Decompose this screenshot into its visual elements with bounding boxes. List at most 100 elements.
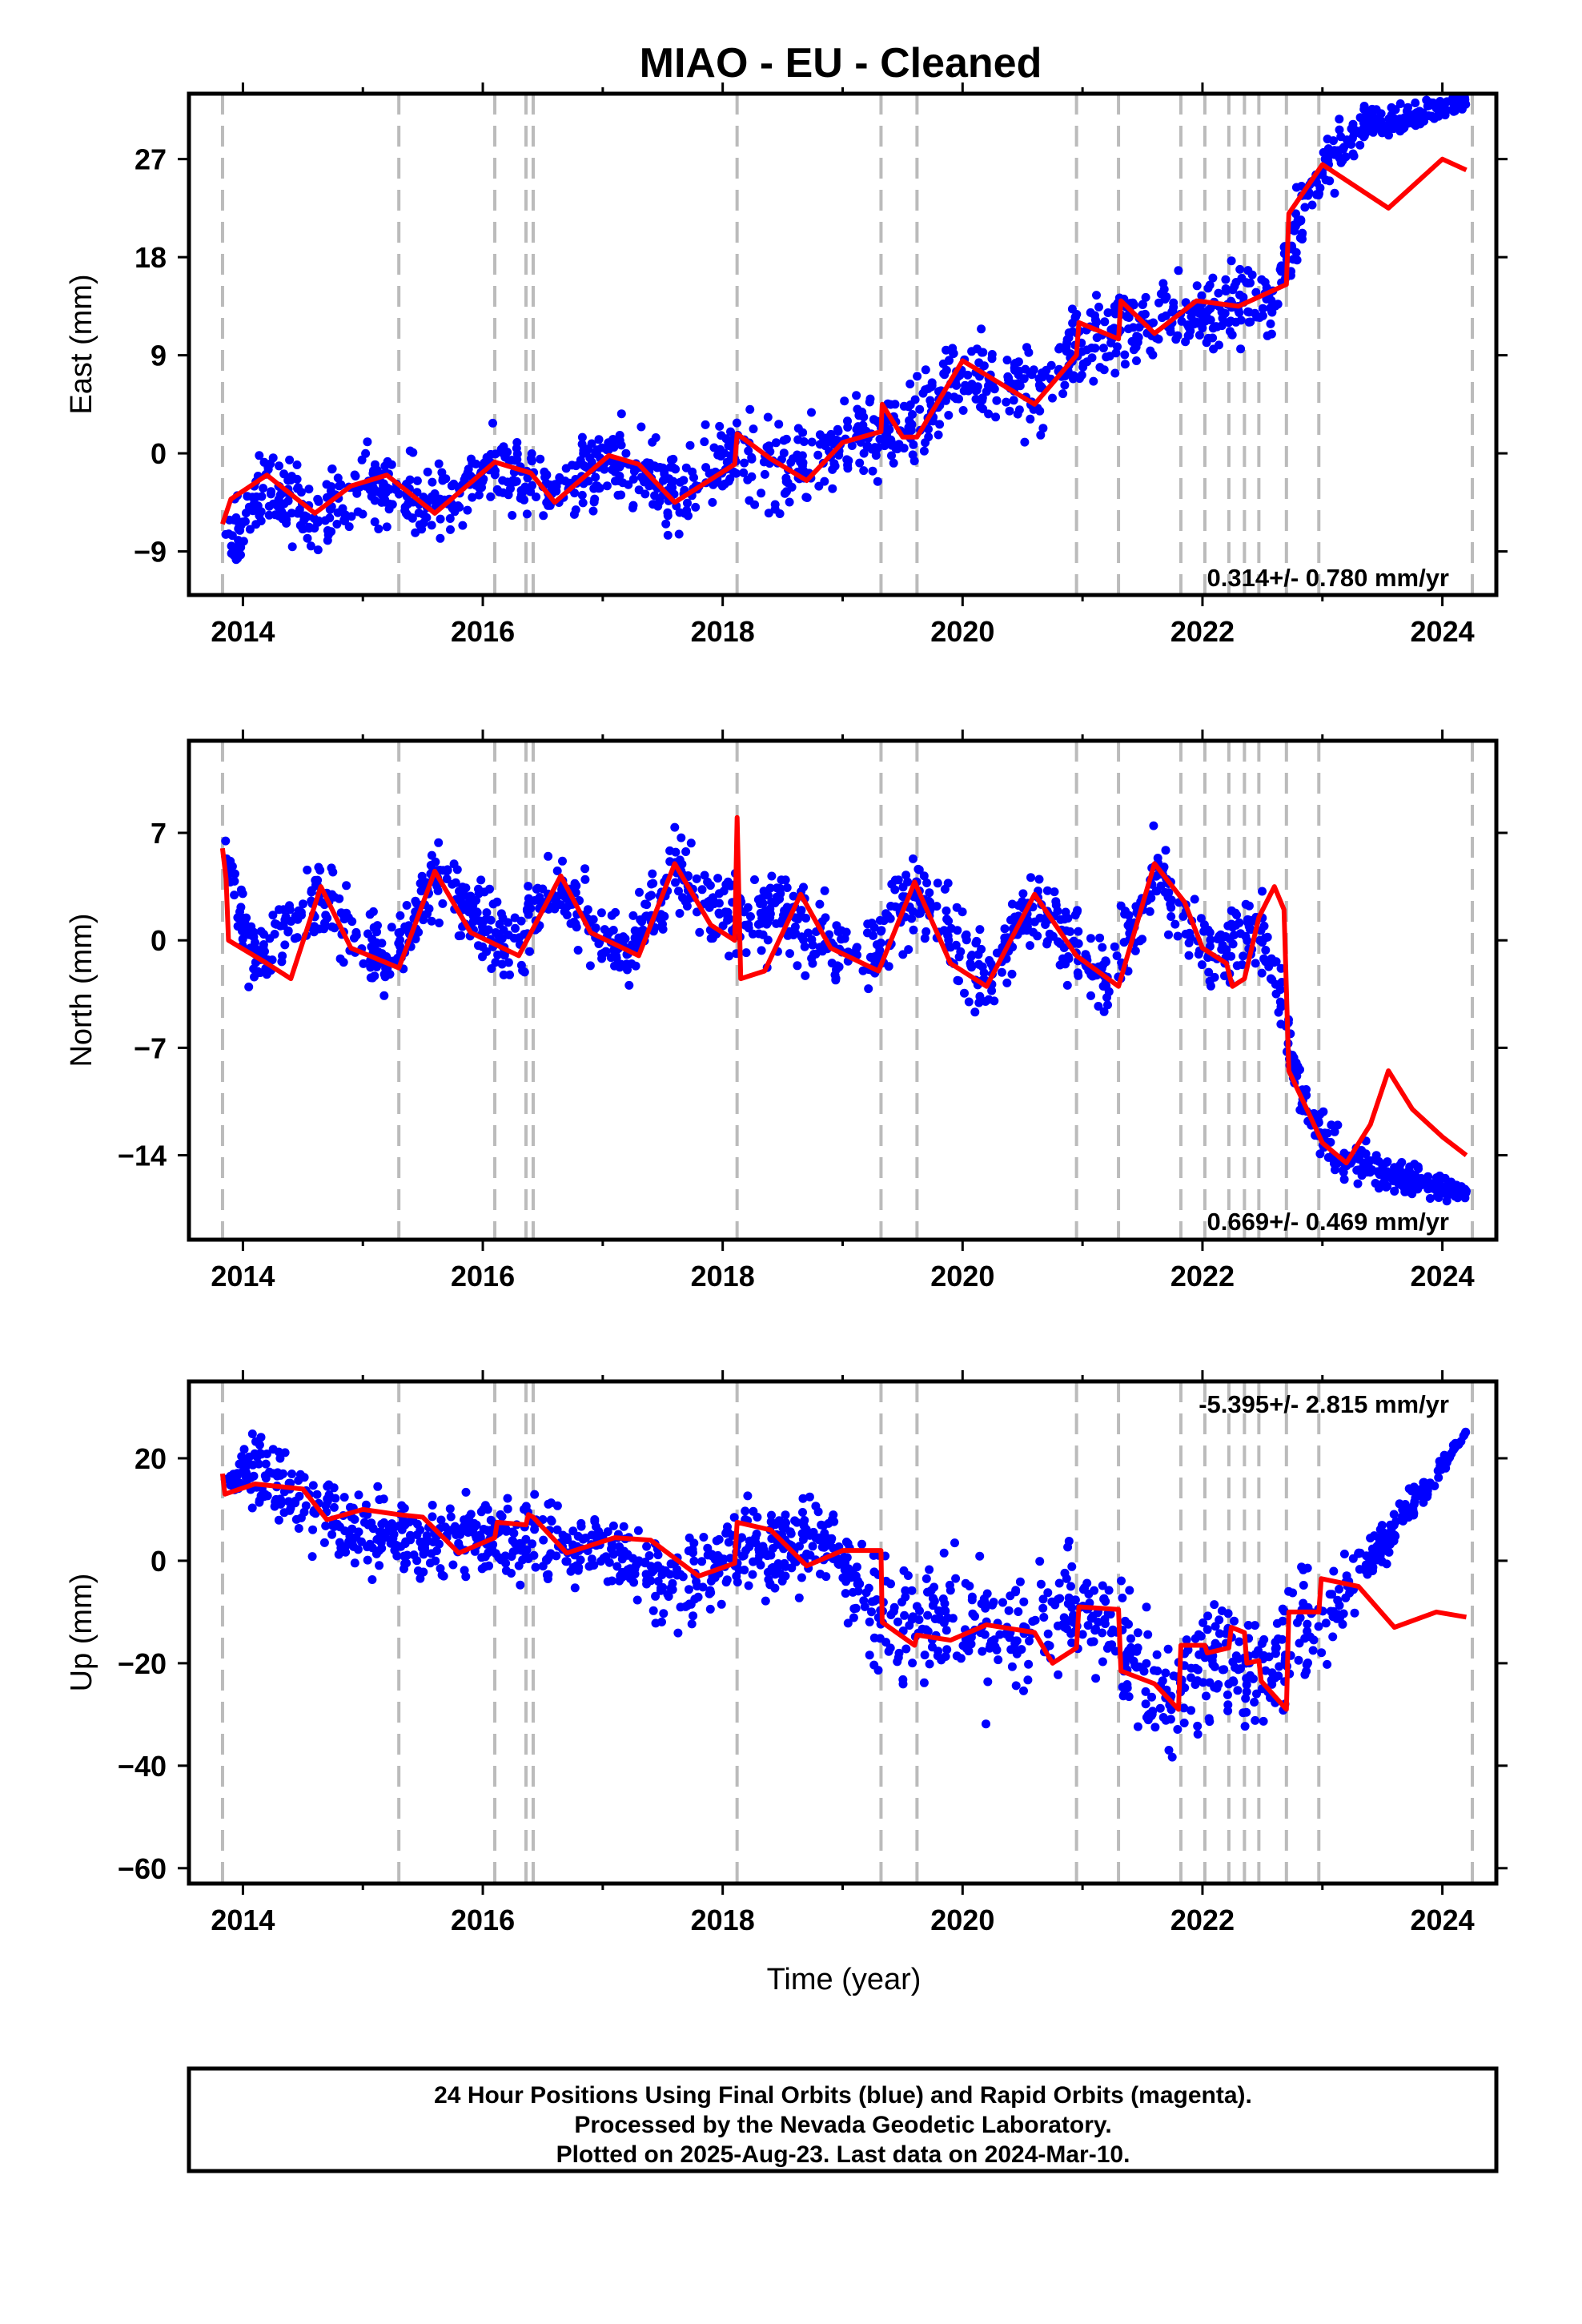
east-data-point [621, 448, 631, 458]
east-data-point [717, 431, 726, 440]
east-data-point [886, 435, 896, 444]
up-data-point [1299, 1581, 1308, 1590]
east-data-point [1036, 430, 1046, 440]
east-data-point [1087, 344, 1096, 352]
north-data-point [1206, 981, 1215, 991]
north-data-point [259, 930, 268, 939]
north-data-point [1190, 895, 1199, 904]
east-data-point [949, 348, 958, 358]
up-data-point [395, 1521, 404, 1530]
up-data-point [765, 1580, 775, 1590]
east-data-point [447, 481, 456, 491]
north-data-point [966, 951, 976, 961]
up-data-point [1098, 1657, 1107, 1667]
east-y-axis: −9 0 9 18 27 [134, 143, 1508, 569]
north-data-point [221, 836, 231, 846]
north-data-point [885, 914, 895, 923]
north-data-point [964, 997, 974, 1007]
up-data-point [1062, 1574, 1071, 1583]
east-data-point [292, 474, 302, 484]
north-data-point [1166, 899, 1175, 909]
up-data-point [491, 1549, 500, 1558]
north-data-point [942, 906, 951, 915]
up-data-point [232, 1469, 242, 1478]
up-data-point [1141, 1687, 1150, 1696]
up-data-point [1284, 1586, 1294, 1596]
north-data-point [259, 940, 268, 949]
north-data-point [1377, 1180, 1387, 1189]
east-data-point [1395, 99, 1405, 108]
east-data-point [1197, 291, 1207, 300]
up-data-point [274, 1515, 283, 1525]
north-data-point [238, 889, 247, 899]
east-data-point [1315, 183, 1325, 193]
up-rate-label: -5.395+/- 2.815 mm/yr [1199, 1390, 1449, 1418]
east-data-point [377, 497, 387, 507]
east-data-point [592, 481, 600, 490]
east-data-point [744, 446, 753, 456]
up-data-point [1223, 1609, 1233, 1618]
up-y-tick-label: 0 [151, 1545, 167, 1578]
east-data-point [428, 477, 437, 487]
east-data-point [1221, 284, 1231, 293]
north-data-point [524, 910, 533, 919]
east-data-point [594, 435, 604, 444]
east-data-point [1024, 348, 1034, 357]
north-data-point [1243, 936, 1252, 945]
east-data-point [275, 511, 283, 521]
north-data-point [721, 880, 731, 889]
east-data-point [568, 460, 576, 470]
north-data-point [486, 915, 496, 925]
up-data-point [1321, 1618, 1331, 1628]
north-data-point [1138, 935, 1147, 944]
north-model-line [219, 814, 1468, 1166]
north-data-point [255, 968, 265, 978]
east-data-point [1273, 300, 1283, 309]
north-data-point [481, 927, 491, 937]
up-data-point [1142, 1659, 1151, 1668]
up-data-point [852, 1562, 861, 1572]
up-data-point [1203, 1625, 1212, 1634]
east-data-point [908, 450, 917, 460]
up-data-point [461, 1487, 471, 1497]
east-data-point [868, 466, 877, 476]
north-data-point [476, 875, 486, 885]
up-data-point [1098, 1628, 1107, 1638]
north-data-point [966, 959, 975, 968]
north-data-point [741, 948, 751, 958]
east-data-point [427, 521, 436, 530]
up-data-point [406, 1535, 416, 1545]
up-data-point [1047, 1597, 1057, 1606]
east-data-point [374, 525, 383, 533]
up-data-point [572, 1561, 581, 1570]
east-data-point [781, 473, 791, 483]
up-data-point [1163, 1644, 1173, 1654]
up-data-point [644, 1551, 654, 1560]
east-data-point [1130, 336, 1140, 345]
east-data-point [320, 516, 330, 525]
north-data-point [614, 933, 624, 943]
up-data-point [919, 1678, 929, 1687]
east-data-point [1221, 275, 1231, 284]
east-data-point [724, 441, 733, 450]
up-data-point [509, 1529, 519, 1538]
north-data-point [777, 875, 786, 885]
north-data-point [343, 913, 353, 923]
north-data-point [369, 923, 379, 932]
east-data-point [905, 417, 914, 427]
north-data-point [244, 982, 254, 991]
east-data-point [532, 493, 541, 501]
north-data-point [869, 952, 879, 962]
up-data-point [1333, 1610, 1343, 1619]
up-data-point [901, 1586, 910, 1595]
north-data-point [1452, 1180, 1461, 1190]
north-data-point [1149, 821, 1158, 830]
up-data-point [529, 1550, 539, 1560]
east-data-point [408, 448, 418, 457]
up-data-point [446, 1512, 456, 1522]
up-data-point [809, 1527, 818, 1537]
north-data-point [925, 888, 934, 898]
up-data-point [921, 1574, 931, 1583]
east-data-point [432, 500, 441, 509]
north-data-point [1251, 959, 1260, 968]
